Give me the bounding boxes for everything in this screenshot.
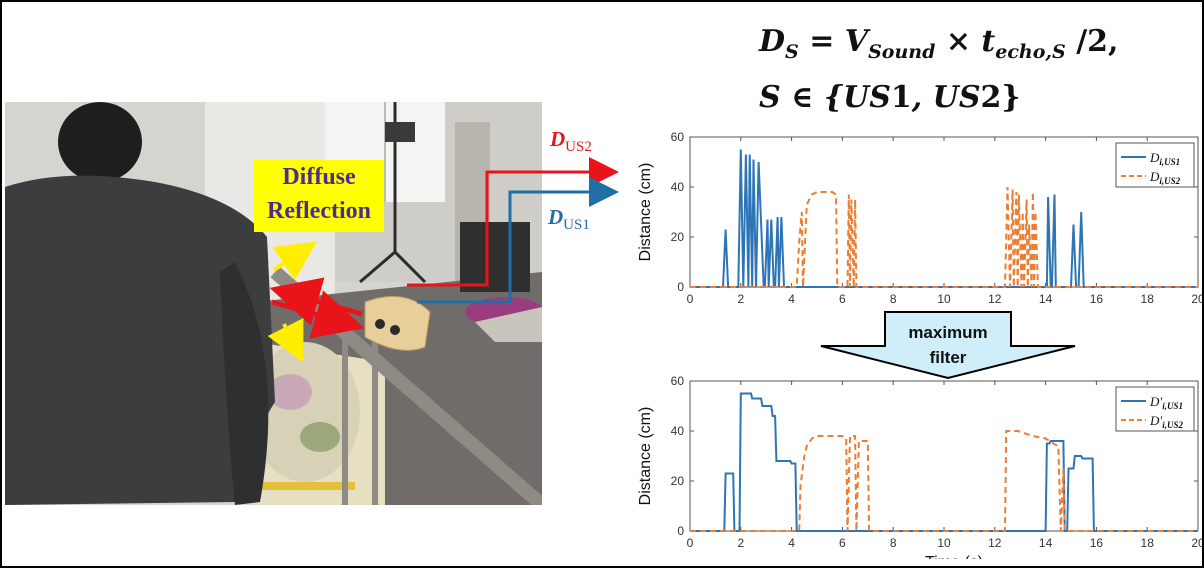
x-tick-label: 10 <box>937 536 951 550</box>
maximum-filter-label: maximum filter <box>908 323 988 367</box>
maximum-filter-arrow <box>820 311 1076 380</box>
y-tick-label: 0 <box>677 524 684 538</box>
series-line-2 <box>690 430 1198 532</box>
plot-frame <box>689 136 1199 288</box>
y-tick-label: 60 <box>671 130 685 144</box>
legend-label-2: Di,US2 <box>1149 169 1181 186</box>
x-tick-label: 6 <box>839 536 846 550</box>
x-tick-label: 0 <box>687 292 694 306</box>
d-us2-label: DUS2 <box>550 127 592 156</box>
sensor-set-equation: S ∈ {US1, US2} <box>759 80 1021 115</box>
x-tick-label: 4 <box>788 292 795 306</box>
x-tick-label: 0 <box>687 536 694 550</box>
diffuse-reflection-label: Diffuse Reflection <box>254 160 384 232</box>
legend-box <box>1115 386 1195 432</box>
raw-distance-chart: 024681012141618200204060Time (s)Distance… <box>632 130 1202 327</box>
x-tick-label: 10 <box>937 292 951 306</box>
y-tick-label: 20 <box>671 230 685 244</box>
x-tick-label: 6 <box>839 292 846 306</box>
series-line-2 <box>690 186 1198 288</box>
legend-label-2: D′i,US2 <box>1149 413 1183 430</box>
y-axis-label: Distance (cm) <box>637 407 654 506</box>
x-tick-label: 14 <box>1039 536 1053 550</box>
x-axis-label: Time (s) <box>925 554 983 559</box>
x-tick-label: 4 <box>788 536 795 550</box>
y-axis-label: Distance (cm) <box>637 163 654 262</box>
filtered-distance-chart: 0 2 4 6 8 10 12 14 16 18 20 0 20 40 60 Time (s) Distance… <box>632 374 1202 566</box>
distance-equation: DS = VSound × techo,S /2, <box>759 24 1119 63</box>
x-tick-label: 12 <box>988 536 1002 550</box>
d-us1-label: DUS1 <box>548 205 590 234</box>
x-tick-label: 18 <box>1141 292 1155 306</box>
plot-frame <box>689 380 1199 532</box>
series-line-1 <box>690 392 1198 532</box>
x-tick-label: 8 <box>890 292 897 306</box>
y-tick-label: 0 <box>677 280 684 294</box>
x-tick-label: 14 <box>1039 292 1053 306</box>
y-tick-label: 60 <box>671 374 685 388</box>
x-tick-label: 2 <box>737 292 744 306</box>
x-tick-label: 20 <box>1191 292 1202 306</box>
x-tick-label: 16 <box>1090 292 1104 306</box>
x-tick-label: 8 <box>890 536 897 550</box>
y-tick-label: 40 <box>671 424 685 438</box>
x-tick-label: 20 <box>1191 536 1202 550</box>
x-tick-label: 18 <box>1141 536 1155 550</box>
x-tick-label: 2 <box>737 536 744 550</box>
legend-box <box>1115 142 1195 188</box>
legend-label-1: Di,US1 <box>1149 150 1180 167</box>
y-tick-label: 40 <box>671 180 685 194</box>
x-tick-label: 16 <box>1090 536 1104 550</box>
x-tick-label: 12 <box>988 292 1002 306</box>
legend-label-1: D′i,US1 <box>1149 394 1183 411</box>
y-tick-label: 20 <box>671 474 685 488</box>
